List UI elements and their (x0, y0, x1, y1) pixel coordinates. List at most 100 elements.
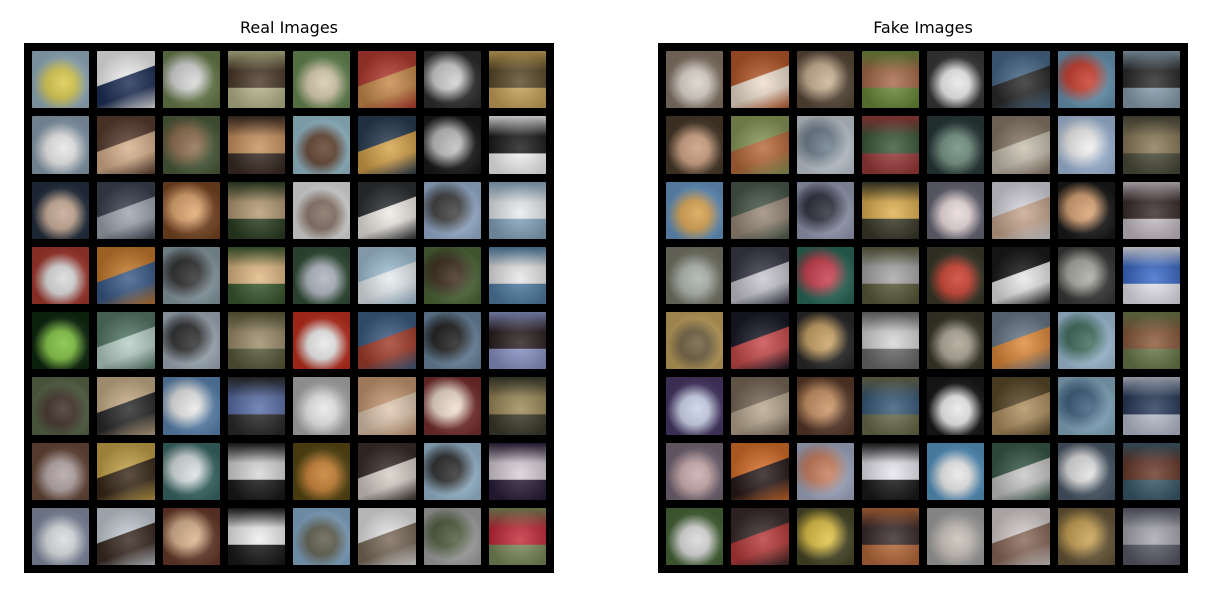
fake-image-tile (1122, 116, 1180, 174)
fake-image-tile (1122, 377, 1180, 435)
real-image-tile (423, 246, 481, 304)
real-image-tile (162, 442, 220, 500)
real-image-tile (423, 442, 481, 500)
fake-image-tile (666, 377, 724, 435)
fake-image-tile (992, 442, 1050, 500)
fake-image-tile (1122, 507, 1180, 565)
fake-image-tile (927, 51, 985, 109)
real-image-tile (97, 312, 155, 370)
fake-images-grid (658, 43, 1188, 573)
real-images-title: Real Images (239, 18, 339, 37)
real-image-tile (227, 377, 285, 435)
real-image-tile (32, 181, 90, 239)
fake-image-tile (1057, 181, 1115, 239)
fake-image-tile (1057, 442, 1115, 500)
fake-image-tile (731, 116, 789, 174)
real-image-tile (97, 507, 155, 565)
real-image-tile (358, 377, 416, 435)
real-image-tile (488, 116, 546, 174)
real-image-tile (32, 51, 90, 109)
real-image-tile (423, 51, 481, 109)
fake-image-tile (1057, 507, 1115, 565)
real-image-tile (162, 116, 220, 174)
real-image-tile (32, 377, 90, 435)
real-image-tile (293, 181, 351, 239)
real-image-tile (227, 181, 285, 239)
fake-image-tile (992, 377, 1050, 435)
fake-image-tile (992, 507, 1050, 565)
real-image-tile (227, 442, 285, 500)
real-image-tile (423, 377, 481, 435)
real-image-tile (423, 312, 481, 370)
fake-image-tile (1122, 246, 1180, 304)
real-image-tile (227, 507, 285, 565)
fake-image-tile (666, 51, 724, 109)
fake-image-tile (1057, 51, 1115, 109)
fake-image-tile (1057, 377, 1115, 435)
real-image-tile (32, 312, 90, 370)
fake-image-tile (796, 507, 854, 565)
real-image-tile (293, 312, 351, 370)
fake-image-tile (796, 116, 854, 174)
real-image-tile (488, 181, 546, 239)
fake-images-title: Fake Images (873, 18, 973, 37)
fake-image-tile (861, 312, 919, 370)
real-image-tile (162, 51, 220, 109)
fake-image-tile (1057, 246, 1115, 304)
real-image-tile (293, 507, 351, 565)
real-image-tile (358, 442, 416, 500)
fake-image-tile (992, 246, 1050, 304)
real-image-tile (293, 51, 351, 109)
fake-image-tile (927, 507, 985, 565)
fake-image-tile (666, 507, 724, 565)
real-image-tile (358, 181, 416, 239)
fake-image-tile (796, 51, 854, 109)
fake-image-tile (796, 312, 854, 370)
fake-image-tile (1122, 181, 1180, 239)
real-image-tile (162, 181, 220, 239)
real-image-tile (358, 51, 416, 109)
real-image-tile (32, 507, 90, 565)
real-image-tile (358, 507, 416, 565)
real-image-tile (162, 246, 220, 304)
fake-image-tile (927, 246, 985, 304)
fake-image-tile (731, 246, 789, 304)
fake-image-tile (666, 181, 724, 239)
real-image-tile (358, 312, 416, 370)
real-image-tile (293, 116, 351, 174)
real-image-tile (162, 312, 220, 370)
real-image-tile (293, 246, 351, 304)
real-image-tile (97, 442, 155, 500)
fake-image-tile (666, 312, 724, 370)
fake-image-tile (861, 116, 919, 174)
fake-image-tile (992, 181, 1050, 239)
fake-image-tile (1122, 442, 1180, 500)
real-image-tile (97, 51, 155, 109)
fake-image-tile (666, 246, 724, 304)
fake-image-tile (927, 312, 985, 370)
real-image-tile (32, 116, 90, 174)
real-image-tile (293, 377, 351, 435)
fake-image-tile (731, 442, 789, 500)
fake-image-tile (861, 181, 919, 239)
fake-image-tile (861, 377, 919, 435)
real-image-tile (227, 51, 285, 109)
fake-image-tile (796, 246, 854, 304)
real-image-tile (423, 507, 481, 565)
real-image-tile (423, 116, 481, 174)
real-image-tile (358, 116, 416, 174)
fake-image-tile (861, 442, 919, 500)
fake-image-tile (796, 181, 854, 239)
real-image-tile (488, 507, 546, 565)
real-image-tile (488, 246, 546, 304)
fake-image-tile (992, 312, 1050, 370)
real-image-tile (488, 442, 546, 500)
fake-image-tile (731, 312, 789, 370)
fake-image-tile (1057, 312, 1115, 370)
real-image-tile (227, 116, 285, 174)
fake-image-tile (992, 116, 1050, 174)
real-image-tile (97, 377, 155, 435)
real-image-tile (227, 312, 285, 370)
real-image-tile (488, 51, 546, 109)
fake-image-tile (796, 442, 854, 500)
